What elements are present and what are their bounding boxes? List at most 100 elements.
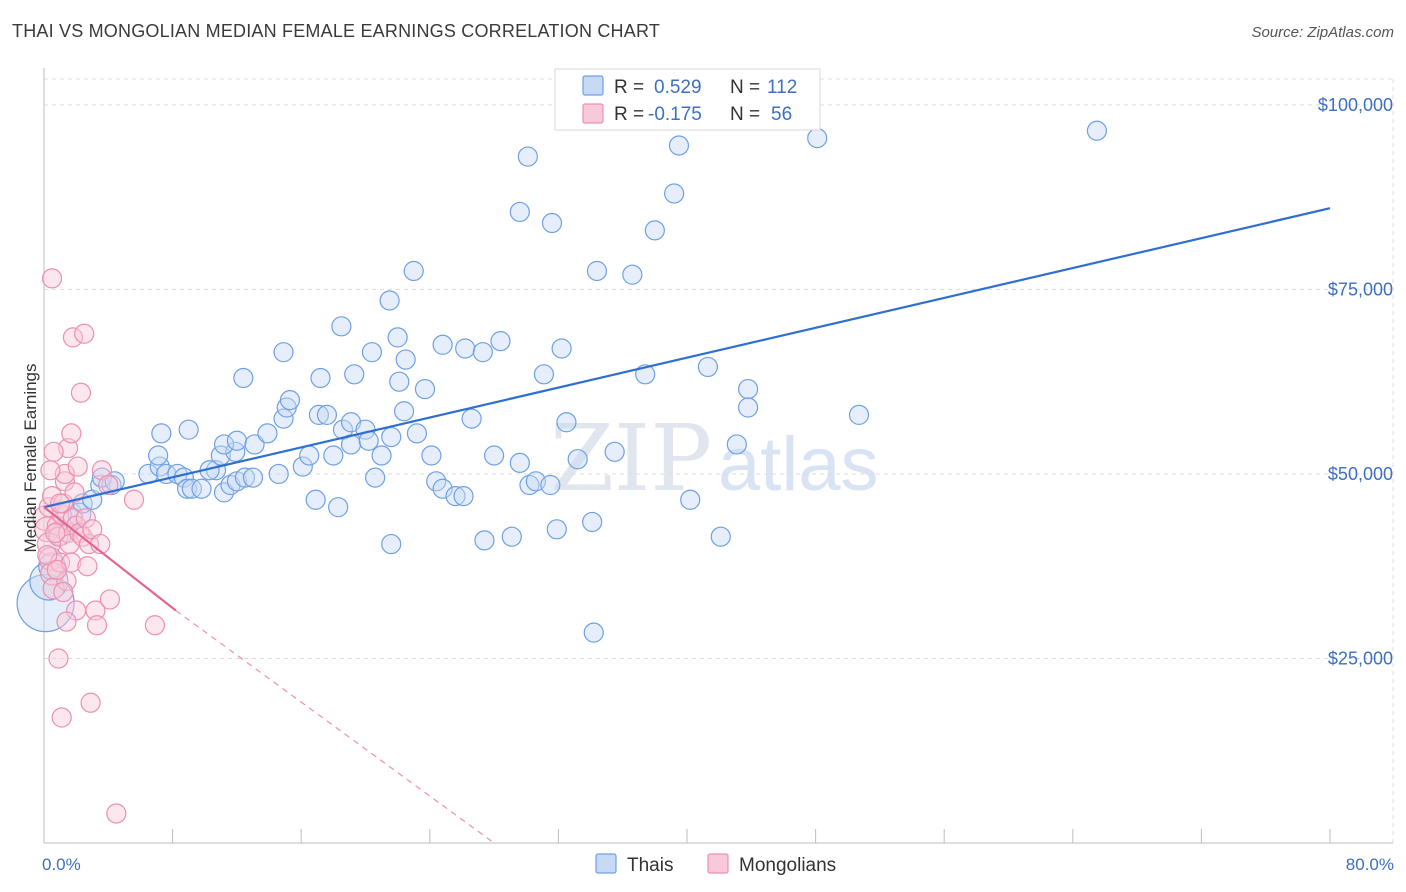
mongolian-point: [64, 482, 85, 503]
thai-point: [501, 526, 522, 547]
thai-point: [668, 135, 690, 156]
thai-point: [244, 434, 265, 455]
thai-point: [176, 478, 198, 499]
thai-point: [604, 441, 625, 462]
thai-point: [453, 485, 474, 507]
y-tick-label: $100,000: [1318, 95, 1393, 115]
trend-lines: [43, 207, 1331, 844]
thai-point: [556, 412, 577, 433]
mongolian-point: [99, 589, 121, 610]
thai-point: [710, 526, 731, 547]
mongolian-point: [51, 707, 72, 728]
mongolian-point: [62, 327, 84, 348]
thai-point: [540, 474, 561, 496]
mongolian-point: [86, 615, 108, 636]
thai-point: [331, 316, 352, 337]
thai-point: [1086, 120, 1108, 141]
thai-point: [299, 445, 320, 466]
axes: [43, 68, 1393, 844]
bottom-legend-thai-swatch: [595, 853, 617, 874]
mongolian-point: [106, 803, 127, 824]
y-tick-labels: $25,000 $50,000 $75,000 $100,000: [1318, 95, 1393, 669]
thai-point: [328, 497, 349, 518]
bottom-legend-mongolian-label: Mongolians: [739, 855, 836, 876]
x-tick-labels: 0.0% 80.0%: [42, 855, 1394, 874]
thai-point: [541, 212, 563, 234]
bottom-legend-mongolian-swatch: [707, 853, 729, 874]
thai-point: [305, 489, 326, 510]
thai-point: [484, 445, 505, 466]
x-tick-label: 0.0%: [42, 855, 81, 874]
mongolian-point: [45, 522, 66, 544]
thai-point: [395, 349, 416, 370]
mongolian-trend-extension: [175, 610, 495, 844]
thai-point: [323, 445, 344, 466]
thai-point: [151, 423, 172, 444]
thai-point: [622, 264, 643, 285]
mongolian-point: [91, 460, 112, 481]
mongolian-point: [53, 581, 74, 603]
mongolian-point: [77, 556, 98, 577]
thai-point: [737, 378, 759, 400]
thai-points: [16, 120, 1108, 643]
mongolian-point: [40, 460, 61, 481]
mongolian-point: [61, 423, 82, 444]
legend-mongolian-swatch: [582, 103, 604, 124]
mongolian-point: [43, 441, 64, 462]
thai-point: [273, 408, 294, 429]
mongolian-point: [70, 382, 92, 403]
thai-point: [848, 404, 870, 426]
legend-mongolian-r-label: R =: [614, 104, 644, 125]
thai-point: [432, 478, 453, 499]
thai-point: [310, 367, 331, 389]
y-tick-label: $50,000: [1328, 464, 1393, 484]
legend-thai-n-label: N =: [730, 77, 760, 98]
thai-point: [234, 467, 256, 488]
mongolian-point: [37, 545, 58, 566]
mongolian-trend-line: [43, 506, 177, 612]
legend-thai-r-value: 0.529: [654, 77, 702, 98]
watermark-atlas: atlas: [718, 422, 879, 507]
thai-point: [726, 434, 747, 455]
source-label: Source: ZipAtlas.com: [1251, 24, 1394, 41]
thai-point: [533, 364, 555, 385]
thai-point: [273, 342, 294, 363]
thai-point: [148, 445, 169, 466]
thai-point: [213, 434, 235, 455]
thai-point: [361, 342, 383, 363]
thai-point: [371, 445, 392, 466]
correlation-legend: R = 0.529 N = 112 R = -0.175 N = 56: [554, 68, 821, 131]
thai-point: [381, 533, 402, 555]
thai-point: [344, 364, 365, 385]
thai-point: [421, 445, 442, 466]
thai-point: [490, 330, 511, 352]
thai-point: [474, 530, 495, 551]
mongolian-point: [46, 559, 67, 581]
y-tick-label: $75,000: [1328, 279, 1393, 299]
mongolian-point: [98, 474, 119, 496]
thai-point: [583, 622, 604, 643]
mongolian-point: [80, 692, 101, 713]
legend-thai-swatch: [582, 75, 604, 96]
thai-point: [445, 485, 466, 507]
mongolian-point: [123, 489, 145, 510]
thai-point: [379, 290, 400, 311]
mongolian-point: [74, 323, 95, 344]
mongolian-point: [75, 508, 96, 529]
x-tick-label: 80.0%: [1346, 855, 1394, 874]
legend-mongolian-r-value: -0.175: [648, 104, 702, 125]
thai-point: [432, 334, 453, 355]
mongolian-point: [144, 615, 166, 636]
thai-point: [519, 474, 540, 496]
thai-point: [226, 430, 247, 451]
mongolian-point: [67, 456, 88, 477]
thai-point: [393, 401, 415, 422]
thai-point: [582, 511, 603, 533]
series-legend: Thais Mongolians: [595, 853, 836, 876]
thai-point: [461, 408, 482, 429]
thai-point: [389, 371, 410, 392]
thai-point: [509, 201, 530, 223]
thai-point: [567, 449, 588, 470]
thai-point: [191, 478, 212, 499]
